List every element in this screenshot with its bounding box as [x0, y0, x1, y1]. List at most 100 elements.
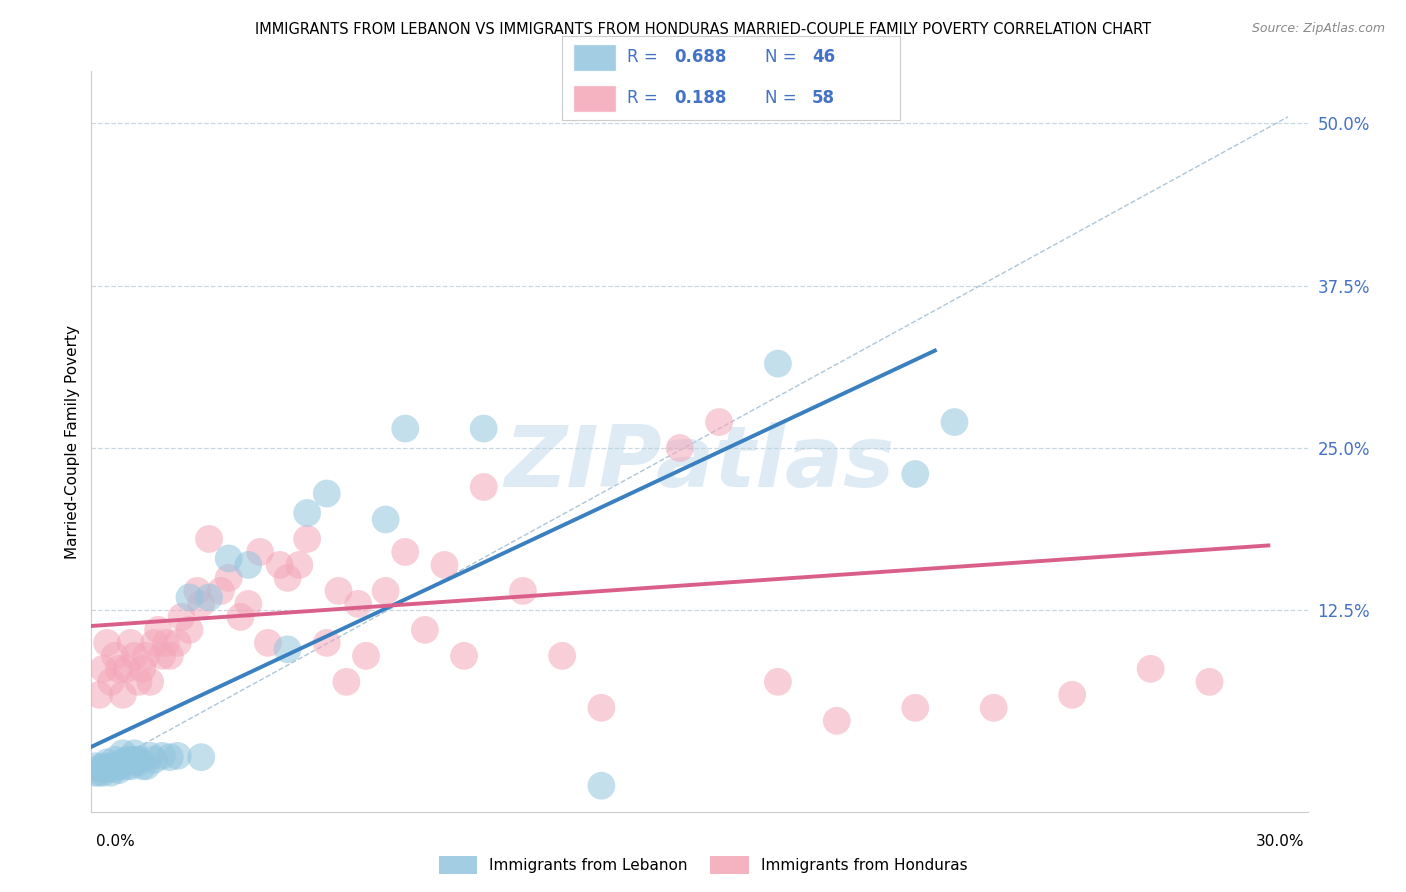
Point: [335, 674, 357, 689]
Point: [591, 701, 613, 715]
Point: [135, 648, 157, 663]
Point: [288, 558, 311, 572]
Point: [766, 357, 789, 371]
Point: [904, 701, 927, 715]
Point: [218, 551, 240, 566]
Legend: Immigrants from Lebanon, Immigrants from Honduras: Immigrants from Lebanon, Immigrants from…: [433, 850, 973, 880]
Point: [115, 753, 138, 767]
Point: [315, 486, 337, 500]
Point: [127, 756, 149, 770]
Point: [707, 415, 730, 429]
Point: [277, 642, 299, 657]
FancyBboxPatch shape: [572, 45, 616, 71]
Point: [591, 779, 613, 793]
Point: [131, 662, 153, 676]
Point: [295, 506, 318, 520]
Point: [229, 610, 252, 624]
Point: [453, 648, 475, 663]
Point: [115, 759, 138, 773]
Point: [100, 674, 122, 689]
Text: 0.0%: 0.0%: [96, 834, 135, 848]
Point: [1139, 662, 1161, 676]
Point: [96, 756, 118, 770]
Point: [551, 648, 574, 663]
Point: [374, 583, 396, 598]
Text: R =: R =: [627, 88, 662, 106]
Point: [100, 759, 122, 773]
Point: [91, 759, 114, 773]
Point: [104, 648, 127, 663]
Point: [124, 746, 146, 760]
Point: [139, 674, 162, 689]
Point: [84, 765, 107, 780]
Point: [143, 636, 166, 650]
Point: [354, 648, 377, 663]
Point: [124, 753, 146, 767]
Point: [198, 532, 221, 546]
Point: [269, 558, 291, 572]
Text: 30.0%: 30.0%: [1257, 834, 1305, 848]
Point: [190, 750, 212, 764]
Point: [394, 545, 416, 559]
Point: [104, 753, 127, 767]
Point: [374, 512, 396, 526]
Point: [472, 421, 495, 435]
Text: R =: R =: [627, 48, 662, 66]
Point: [413, 623, 436, 637]
Point: [170, 610, 193, 624]
Point: [433, 558, 456, 572]
Text: ZIPatlas: ZIPatlas: [505, 422, 894, 505]
Point: [179, 623, 201, 637]
Point: [91, 765, 114, 780]
Text: 0.188: 0.188: [673, 88, 725, 106]
Point: [155, 636, 177, 650]
Point: [198, 591, 221, 605]
Point: [108, 763, 131, 777]
Point: [277, 571, 299, 585]
Point: [512, 583, 534, 598]
Point: [115, 662, 138, 676]
Point: [218, 571, 240, 585]
Point: [108, 662, 131, 676]
Point: [120, 636, 142, 650]
Point: [166, 636, 188, 650]
Point: [1198, 674, 1220, 689]
Point: [238, 558, 260, 572]
Point: [150, 748, 173, 763]
Point: [159, 648, 181, 663]
Point: [146, 623, 169, 637]
Point: [190, 597, 212, 611]
Point: [166, 748, 188, 763]
Point: [238, 597, 260, 611]
Point: [111, 756, 134, 770]
Point: [347, 597, 370, 611]
Point: [127, 753, 149, 767]
Point: [257, 636, 280, 650]
Point: [127, 674, 149, 689]
Point: [96, 636, 118, 650]
Point: [179, 591, 201, 605]
Point: [104, 762, 127, 776]
Point: [328, 583, 350, 598]
Point: [143, 753, 166, 767]
Point: [943, 415, 966, 429]
Point: [150, 648, 173, 663]
Point: [1062, 688, 1084, 702]
Point: [139, 748, 162, 763]
Point: [89, 765, 111, 780]
Point: [766, 674, 789, 689]
Point: [186, 583, 208, 598]
Point: [394, 421, 416, 435]
Point: [249, 545, 271, 559]
Point: [131, 759, 153, 773]
Point: [89, 688, 111, 702]
Point: [120, 759, 142, 773]
Point: [91, 662, 114, 676]
Text: N =: N =: [765, 48, 801, 66]
Point: [825, 714, 848, 728]
Point: [111, 746, 134, 760]
Point: [108, 759, 131, 773]
FancyBboxPatch shape: [572, 85, 616, 112]
Point: [983, 701, 1005, 715]
Point: [124, 648, 146, 663]
